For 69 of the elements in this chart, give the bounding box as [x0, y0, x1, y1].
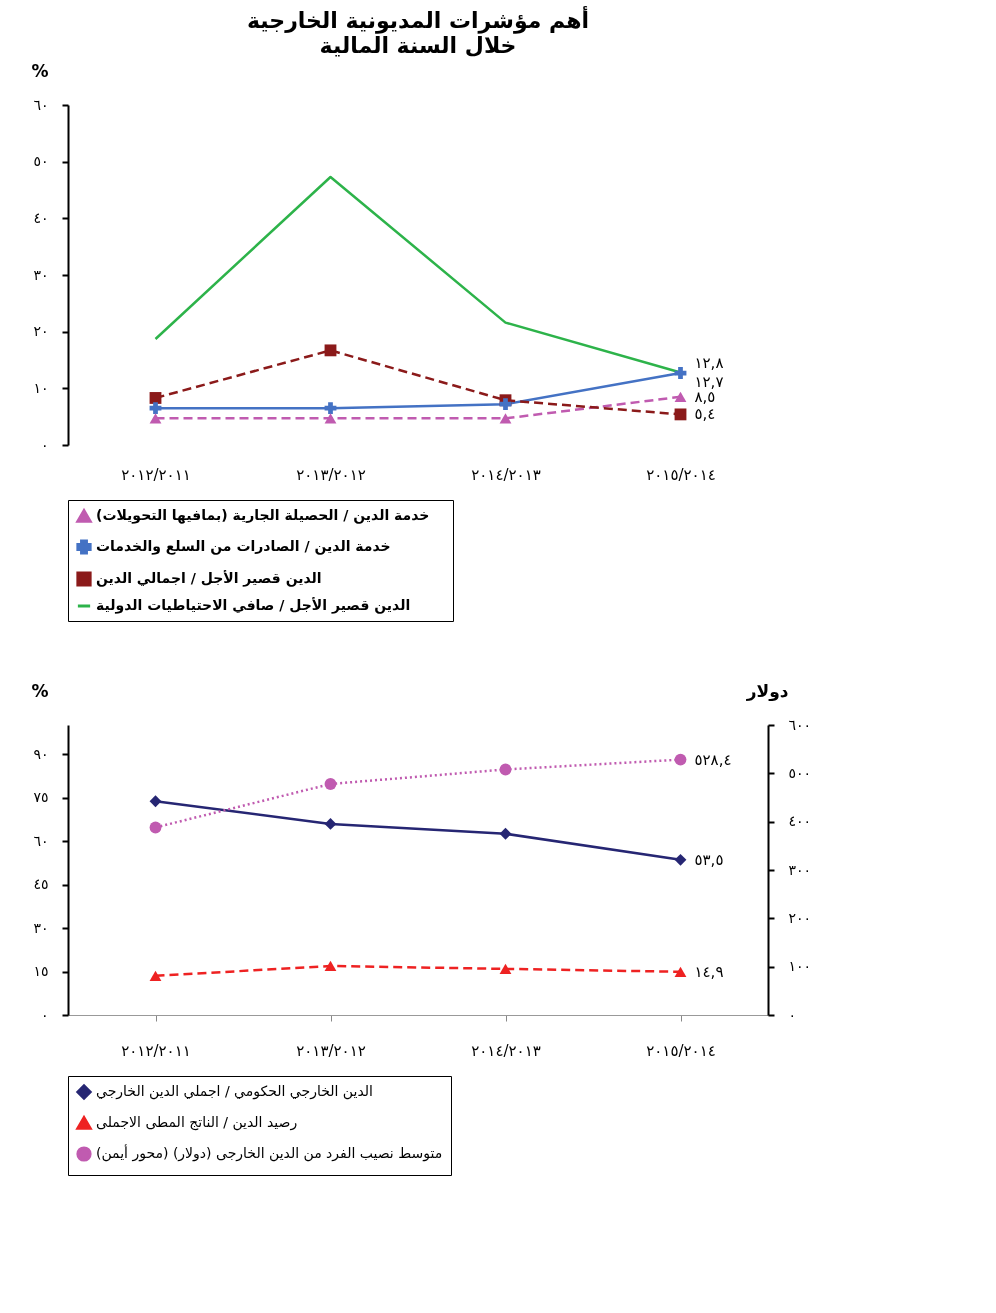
chart-title: أهم مؤشرات المديونية الخارجية — [246, 5, 590, 34]
point — [674, 966, 687, 977]
point — [499, 827, 512, 840]
chart-subtitle: خلال السنة المالية — [319, 33, 517, 58]
y-tick-label: ٧٥ — [33, 789, 49, 805]
point — [499, 963, 512, 975]
y-tick-label: ٣٠ — [33, 266, 49, 283]
x-tick-label: ٢٠١٣/٢٠١٢ — [296, 465, 366, 484]
y-tick-label: ١٠ — [33, 379, 49, 396]
point — [324, 960, 337, 972]
x-tick-label: ٢٠١٢/٢٠١١ — [121, 465, 191, 484]
legend-label: الدين الخارجي الحكومي / اجملي الدين الخارجي — [96, 1083, 373, 1100]
data-label: ١٤,٩ — [694, 962, 724, 981]
point — [149, 821, 162, 834]
y-tick-label: ٦٠ — [33, 96, 49, 113]
point — [674, 753, 687, 766]
x-tick-label: ٢٠١٤/٢٠١٣ — [471, 465, 541, 484]
data-label: ١٢,٧ — [694, 373, 724, 392]
point — [674, 853, 687, 866]
data-label: ٥٢٨,٤ — [694, 750, 732, 769]
legend-label: خدمة الدين / الحصيلة الجارية (بمافيها التحويلات) — [96, 507, 430, 524]
data-label: ٥,٤ — [694, 405, 716, 424]
data-label: ١٢,٨ — [694, 354, 724, 373]
legend-label: متوسط نصيب الفرد من الدين الخارجى (دولار) (محور أيمن) — [96, 1144, 443, 1162]
legend-label: الدين قصير الأجل / اجمالي الدين — [96, 570, 322, 587]
data-label: ٥٣,٥ — [694, 850, 724, 869]
y-tick-label: ٠ — [40, 436, 49, 453]
point — [324, 402, 337, 415]
point — [149, 795, 162, 808]
point — [674, 367, 687, 379]
y-tick-label: ٣٠ — [33, 919, 49, 936]
y-tick-label: ١٥ — [33, 963, 49, 979]
point — [149, 402, 162, 415]
x-tick-label: ٢٠١٢/٢٠١١ — [121, 1041, 191, 1060]
point — [324, 778, 337, 790]
y2-tick-label: ٦٠٠ — [788, 716, 812, 733]
point — [674, 391, 687, 402]
y-axis-title: % — [31, 680, 49, 701]
point — [149, 413, 162, 424]
legend-label: خدمة الدين / الصادرات من السلع والخدمات — [96, 538, 391, 555]
point — [499, 398, 512, 411]
y2-tick-label: ٢٠٠ — [788, 909, 812, 926]
point — [499, 763, 512, 776]
x-tick-label: ٢٠١٥/٢٠١٤ — [646, 465, 716, 484]
x-tick-label: ٢٠١٣/٢٠١٢ — [296, 1041, 366, 1060]
point — [674, 408, 687, 421]
y-tick-label: ٩٠ — [33, 745, 49, 762]
y-tick-label: ٠ — [40, 1006, 49, 1023]
y2-axis-title: دولار — [745, 680, 789, 702]
y2-tick-label: ٥٠٠ — [788, 764, 812, 781]
legend-label: رصيد الدين / الناتج المطى الاجملى — [96, 1114, 298, 1131]
y2-tick-label: ٣٠٠ — [788, 861, 812, 878]
y2-tick-label: ٠ — [788, 1006, 797, 1023]
y2-tick-label: ٤٠٠ — [788, 813, 812, 830]
legend-label: الدين قصير الأجل / صافي الاحتياطيات الدولية — [96, 597, 411, 614]
point — [499, 413, 512, 424]
y-tick-label: ٥٠ — [33, 153, 49, 170]
y-tick-label: ٢٠ — [33, 323, 49, 340]
point — [149, 970, 162, 981]
y2-tick-label: ١٠٠ — [788, 958, 812, 975]
point — [324, 344, 337, 357]
x-tick-label: ٢٠١٥/٢٠١٤ — [646, 1041, 716, 1060]
x-tick-label: ٢٠١٤/٢٠١٣ — [471, 1041, 541, 1060]
y-tick-label: ٦٠ — [33, 832, 49, 849]
point — [324, 817, 337, 830]
y-axis-title: % — [31, 60, 49, 81]
y-tick-label: ٤٠ — [33, 209, 49, 226]
point — [324, 413, 337, 424]
y-tick-label: ٤٥ — [33, 876, 49, 892]
